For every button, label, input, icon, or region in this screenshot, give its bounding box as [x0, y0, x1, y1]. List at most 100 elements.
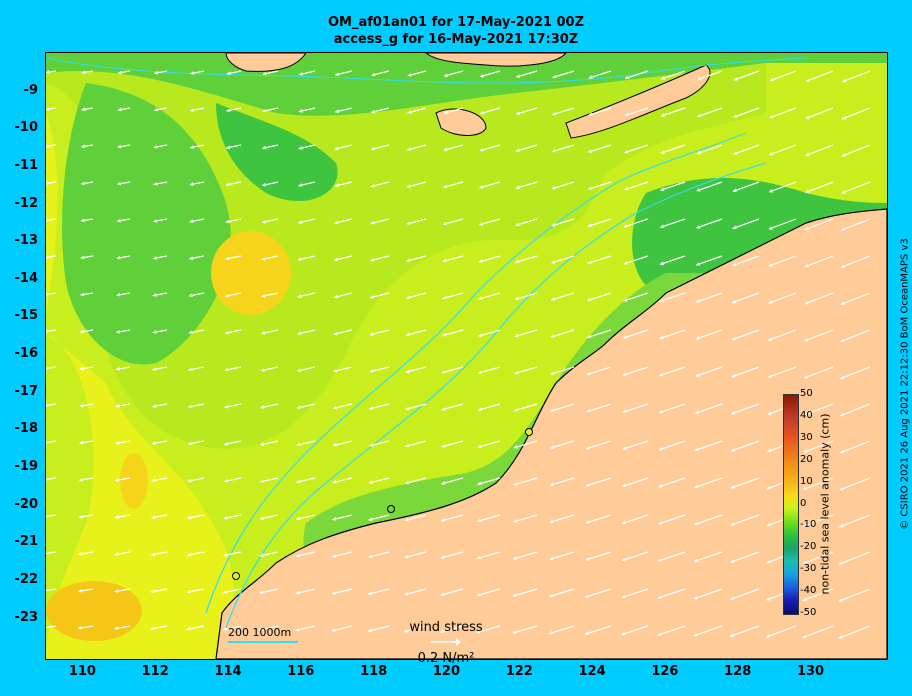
wind-arrow-icon	[46, 588, 57, 593]
bathymetry-contour-north	[46, 57, 807, 84]
longitude-tick-label: 112	[141, 664, 169, 679]
wind-arrow-icon	[695, 255, 723, 266]
wind-arrow-icon	[658, 440, 686, 451]
wind-arrow-icon	[367, 588, 390, 596]
wind-arrow-icon	[659, 292, 686, 303]
wind-arrow-icon	[152, 292, 168, 297]
wind-arrow-icon	[841, 181, 871, 194]
wind-arrow-icon	[805, 70, 834, 82]
wind-arrow-icon	[78, 514, 94, 519]
wind-arrow-icon	[79, 366, 94, 371]
wind-arrow-icon	[81, 70, 94, 75]
wind-arrow-icon	[407, 70, 427, 77]
latitude-tick-label: -14	[14, 270, 39, 286]
latitude-tick-label: -16	[14, 346, 39, 362]
wind-stress-arrows	[46, 70, 871, 639]
wind-arrow-icon	[188, 329, 205, 335]
wind-arrow-icon	[262, 70, 279, 76]
wind-arrow-icon	[621, 551, 649, 562]
colorbar-tick-label: 0	[800, 497, 807, 509]
wind-arrow-icon	[151, 403, 168, 409]
wind-arrow-icon	[477, 403, 501, 412]
wind-arrow-icon	[623, 218, 649, 228]
wind-arrow-icon	[46, 107, 57, 111]
wind-arrow-icon	[586, 329, 612, 339]
wind-arrow-icon	[46, 255, 57, 260]
wind-arrow-icon	[223, 477, 242, 483]
wind-arrow-icon	[584, 625, 612, 635]
longitude-tick-label: 114	[214, 664, 242, 679]
wind-arrow-icon	[549, 514, 575, 524]
wind-arrow-icon	[696, 107, 723, 118]
wind-arrow-icon	[225, 292, 242, 298]
wind-arrow-icon	[46, 366, 57, 371]
wind-arrow-icon	[153, 181, 168, 186]
wind-arrow-icon	[657, 588, 686, 599]
map-panel[interactable]	[45, 52, 888, 660]
wind-scale-arrow-icon	[431, 638, 461, 646]
wind-arrow-icon	[516, 70, 538, 78]
wind-arrow-icon	[295, 588, 316, 595]
wind-arrow-icon	[334, 144, 353, 151]
wind-arrow-icon	[114, 625, 131, 631]
wind-arrow-icon	[260, 440, 279, 446]
wind-arrow-icon	[187, 477, 205, 483]
station-marker[interactable]	[525, 428, 533, 436]
wind-arrow-icon	[623, 292, 649, 302]
wind-arrow-icon	[621, 514, 649, 525]
bathymetry-contour-1000m	[205, 132, 747, 614]
ocean-region-green-west	[62, 83, 231, 365]
wind-arrow-icon	[512, 588, 538, 597]
wind-arrow-icon	[117, 218, 131, 223]
wind-arrow-icon	[657, 551, 686, 562]
wind-arrow-icon	[622, 440, 649, 451]
wind-arrow-icon	[369, 366, 390, 373]
wind-arrow-icon	[262, 144, 279, 150]
wind-arrow-icon	[804, 218, 834, 231]
wind-arrow-icon	[150, 625, 168, 631]
wind-arrow-icon	[81, 144, 94, 149]
wind-arrow-icon	[259, 625, 279, 632]
wind-arrow-icon	[407, 107, 427, 114]
depth-contour-legend: 200 1000m	[228, 626, 292, 639]
latitude-tick-label: -22	[14, 571, 39, 587]
wind-arrow-icon	[732, 218, 760, 230]
station-marker[interactable]	[387, 505, 395, 513]
wind-arrow-icon	[549, 440, 575, 450]
wind-arrow-icon	[733, 107, 760, 118]
wind-arrow-icon	[371, 70, 390, 77]
wind-arrow-icon	[803, 477, 834, 490]
wind-arrow-icon	[804, 292, 834, 305]
longitude-tick-label: 116	[287, 664, 315, 679]
wind-arrow-icon	[622, 477, 649, 488]
wind-arrow-icon	[332, 403, 353, 410]
latitude-tick-label: -19	[14, 459, 39, 475]
wind-arrow-icon	[443, 181, 464, 189]
wind-arrow-icon	[368, 477, 390, 485]
wind-arrow-icon	[46, 144, 57, 149]
wind-arrow-icon	[585, 477, 612, 487]
wind-arrow-icon	[731, 366, 760, 378]
wind-arrow-icon	[443, 144, 464, 152]
wind-arrow-icon	[115, 477, 131, 482]
wind-arrow-icon	[226, 144, 242, 150]
wind-arrow-icon	[296, 440, 316, 447]
longitude-tick-label: 124	[578, 664, 606, 679]
wind-arrow-icon	[476, 551, 501, 560]
wind-arrow-icon	[296, 514, 316, 521]
wind-arrow-icon	[767, 329, 797, 341]
land-mainland-australia	[215, 208, 887, 659]
wind-arrow-icon	[116, 329, 131, 334]
wind-arrow-icon	[659, 366, 686, 377]
wind-arrow-icon	[442, 255, 464, 263]
wind-arrow-icon	[262, 181, 279, 187]
wind-arrow-icon	[404, 551, 427, 559]
wind-arrow-icon	[768, 181, 797, 193]
wind-arrow-icon	[477, 477, 501, 486]
wind-arrow-icon	[840, 329, 871, 343]
wind-arrow-icon	[370, 255, 390, 262]
wind-arrow-icon	[548, 625, 575, 635]
latitude-tick-label: -17	[14, 383, 39, 399]
station-marker[interactable]	[232, 572, 240, 580]
wind-arrow-icon	[152, 255, 168, 260]
